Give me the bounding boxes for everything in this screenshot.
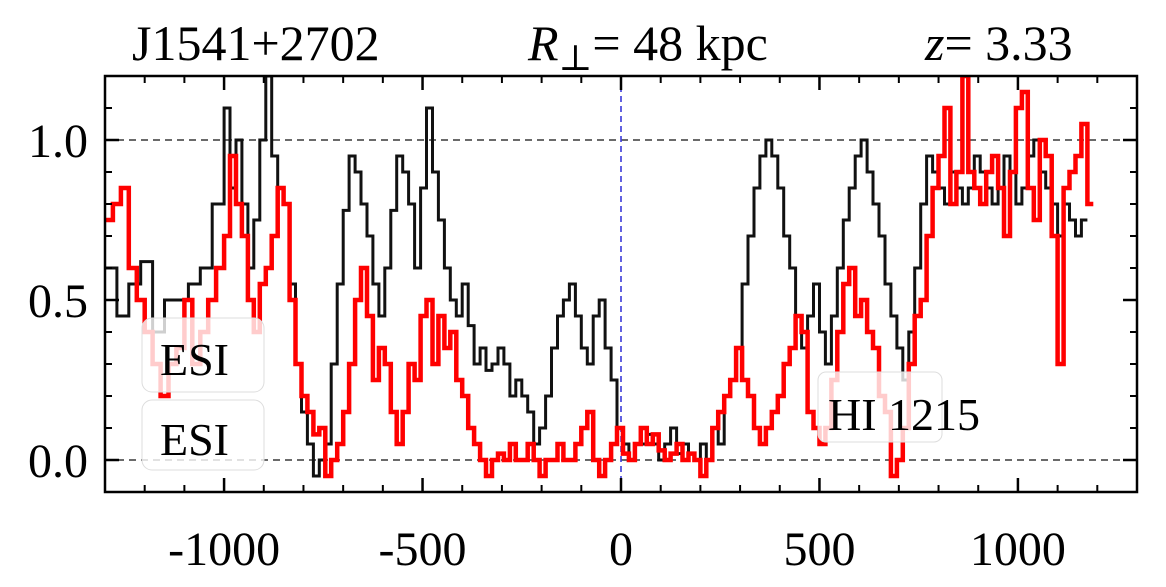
annotation-hi1215: HI 1215 <box>828 389 980 440</box>
title-z-text: = 3.33 <box>944 15 1072 71</box>
y-tick-label: 0.0 <box>28 435 88 488</box>
legend-label-black: ESI <box>160 414 229 465</box>
annotation-box <box>817 371 943 443</box>
y-tick-label: 1.0 <box>28 115 88 168</box>
title-rperp-symbol: R <box>527 15 559 71</box>
series-layer <box>105 76 1094 479</box>
series-red-esi <box>105 76 1094 479</box>
title-object: J1541+2702 <box>132 15 380 71</box>
series-black-esi <box>105 76 1088 478</box>
title-rperp-sub: ⊥ <box>559 38 593 78</box>
legend: ESI ESI <box>141 317 265 471</box>
chart-title: J1541+2702 R⊥= 48 kpc z= 3.33 <box>132 15 1073 78</box>
y-tick-label: 0.5 <box>28 275 88 328</box>
plot-frame <box>103 74 1139 494</box>
reference-lines <box>105 76 1137 492</box>
title-redshift: z= 3.33 <box>924 15 1073 71</box>
title-z-symbol: z <box>924 15 944 71</box>
x-tick-label: 0 <box>609 523 633 576</box>
legend-label-red: ESI <box>160 334 229 385</box>
legend-box-1 <box>141 317 265 393</box>
tick-labels: -1000 -500 0 500 1000 0.0 0.5 1.0 <box>28 115 1066 576</box>
title-rperp: R⊥= 48 kpc <box>527 15 768 78</box>
x-tick-label: 1000 <box>970 523 1066 576</box>
x-tick-label: -500 <box>379 523 467 576</box>
title-rperp-text: = 48 kpc <box>592 15 767 71</box>
x-tick-label: -1000 <box>168 523 280 576</box>
x-tick-label: 500 <box>783 523 855 576</box>
legend-box-2 <box>141 399 265 471</box>
